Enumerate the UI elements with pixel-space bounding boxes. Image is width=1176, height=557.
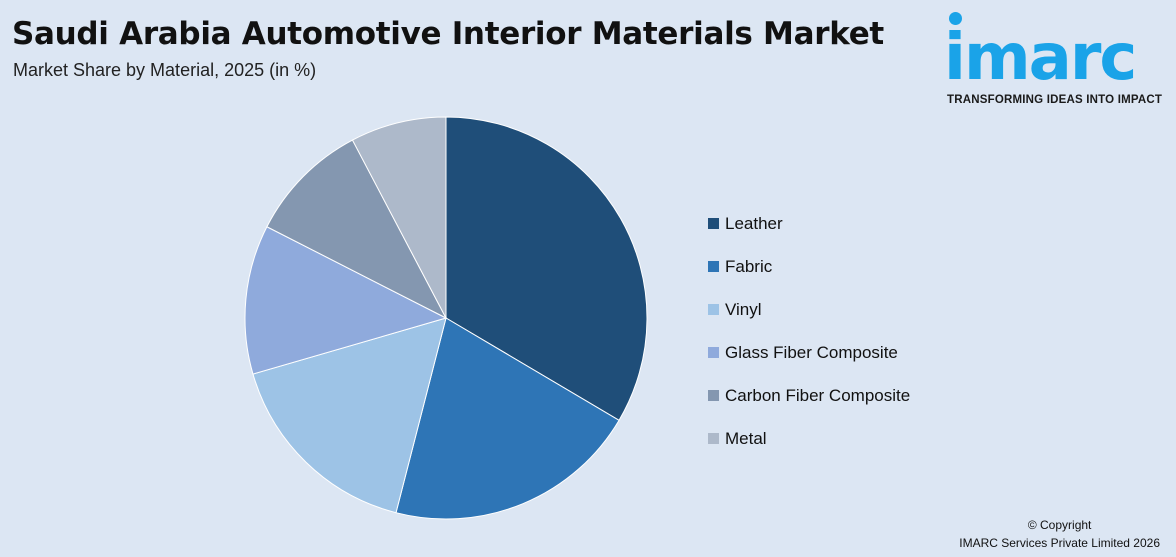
legend-item-carbon-fiber-composite: Carbon Fiber Composite — [708, 374, 910, 417]
legend-swatch — [708, 347, 719, 358]
legend-label: Carbon Fiber Composite — [725, 385, 911, 405]
legend-swatch — [708, 304, 719, 315]
legend-item-leather: Leather — [708, 202, 910, 245]
pie-slice-leather — [445, 116, 648, 422]
chart-legend: Leather Fabric Vinyl Glass Fiber Composite C… — [708, 202, 910, 460]
copyright-line: © Copyright — [1027, 518, 1092, 532]
pie-slice-vinyl — [252, 317, 447, 514]
legend-swatch — [708, 433, 719, 444]
legend-item-glass-fiber-composite: Glass Fiber Composite — [708, 331, 910, 374]
chart-subtitle: Market Share by Material, 2025 (in %) — [13, 60, 317, 80]
legend-swatch — [708, 261, 719, 272]
logo-word: imarc — [944, 21, 1137, 95]
legend-label: Metal — [725, 428, 767, 448]
legend-item-fabric: Fabric — [708, 245, 910, 288]
pie-slice-glass-fiber-composite — [244, 226, 448, 375]
legend-swatch — [708, 218, 719, 229]
logo-tagline: TRANSFORMING IDEAS INTO IMPACT — [947, 94, 1163, 106]
legend-item-metal: Metal — [708, 417, 910, 460]
imarc-logo: imarc TRANSFORMING IDEAS INTO IMPACT — [944, 12, 1170, 108]
chart-title: Saudi Arabia Automotive Interior Materia… — [12, 16, 884, 52]
pie-slice-metal — [351, 116, 447, 319]
copyright-owner: IMARC Services Private Limited 2026 — [959, 536, 1160, 550]
legend-swatch — [708, 390, 719, 401]
legend-label: Glass Fiber Composite — [725, 342, 898, 362]
pie-slice-fabric — [395, 317, 620, 520]
legend-label: Vinyl — [725, 299, 762, 319]
copyright-notice: © Copyright IMARC Services Private Limit… — [959, 516, 1160, 552]
legend-label: Leather — [725, 213, 783, 233]
legend-item-vinyl: Vinyl — [708, 288, 910, 331]
legend-label: Fabric — [725, 256, 773, 276]
logo-dot-icon — [949, 12, 962, 25]
pie-slice-carbon-fiber-composite — [266, 139, 448, 320]
